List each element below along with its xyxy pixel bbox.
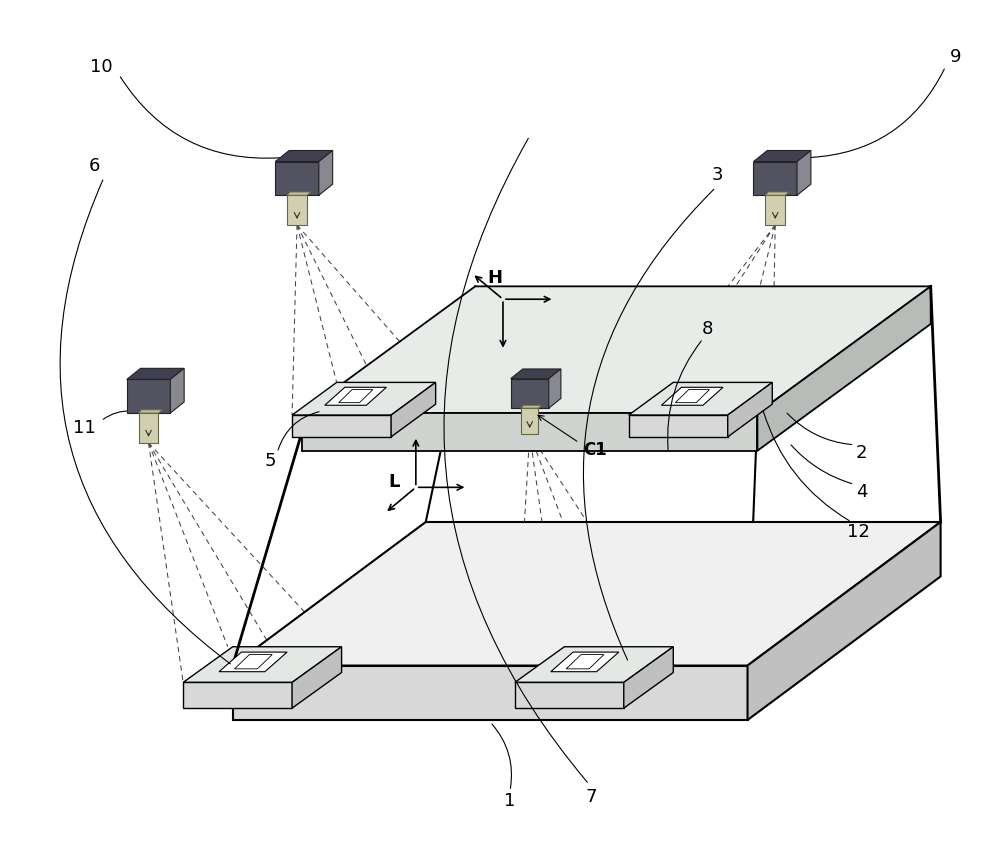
Polygon shape — [511, 369, 561, 379]
Polygon shape — [549, 369, 561, 408]
Polygon shape — [728, 383, 772, 437]
Polygon shape — [302, 287, 931, 413]
Polygon shape — [325, 387, 386, 405]
Polygon shape — [233, 666, 748, 720]
Polygon shape — [292, 383, 436, 415]
Polygon shape — [515, 647, 673, 682]
Text: 2: 2 — [856, 443, 867, 462]
Polygon shape — [292, 415, 391, 437]
Polygon shape — [235, 655, 272, 668]
Text: 11: 11 — [73, 419, 96, 437]
Polygon shape — [302, 413, 757, 451]
Text: 5: 5 — [265, 452, 276, 470]
Polygon shape — [275, 162, 319, 196]
Polygon shape — [275, 151, 333, 162]
Polygon shape — [629, 415, 728, 437]
Text: 10: 10 — [90, 57, 112, 76]
Polygon shape — [765, 192, 789, 196]
Polygon shape — [521, 405, 542, 408]
Polygon shape — [127, 368, 184, 379]
Polygon shape — [139, 410, 163, 413]
Polygon shape — [287, 196, 307, 225]
Text: 12: 12 — [847, 523, 870, 541]
Polygon shape — [675, 389, 710, 403]
Polygon shape — [757, 287, 931, 451]
Text: 4: 4 — [856, 483, 867, 502]
Polygon shape — [748, 522, 941, 720]
Polygon shape — [139, 413, 158, 443]
Polygon shape — [624, 647, 673, 708]
Polygon shape — [287, 192, 311, 196]
Polygon shape — [319, 151, 333, 196]
Text: C1: C1 — [583, 441, 607, 459]
Text: 7: 7 — [585, 788, 597, 806]
Polygon shape — [127, 379, 170, 413]
Polygon shape — [515, 682, 624, 708]
Polygon shape — [551, 652, 619, 672]
Text: L: L — [388, 474, 400, 491]
Polygon shape — [511, 379, 549, 408]
Polygon shape — [183, 682, 292, 708]
Polygon shape — [219, 652, 287, 672]
Text: 8: 8 — [702, 320, 714, 338]
Polygon shape — [797, 151, 811, 196]
Text: 1: 1 — [504, 792, 516, 810]
Polygon shape — [629, 383, 772, 415]
Text: 9: 9 — [950, 48, 961, 66]
Polygon shape — [521, 408, 538, 434]
Polygon shape — [391, 383, 436, 437]
Text: H: H — [488, 270, 503, 287]
Polygon shape — [183, 647, 342, 682]
Polygon shape — [170, 368, 184, 413]
Polygon shape — [753, 151, 811, 162]
Polygon shape — [765, 196, 785, 225]
Text: 6: 6 — [88, 157, 100, 175]
Polygon shape — [339, 389, 373, 403]
Polygon shape — [233, 522, 941, 666]
Polygon shape — [566, 655, 604, 668]
Polygon shape — [292, 647, 342, 708]
Text: 3: 3 — [712, 166, 724, 185]
Polygon shape — [753, 162, 797, 196]
Polygon shape — [661, 387, 723, 405]
